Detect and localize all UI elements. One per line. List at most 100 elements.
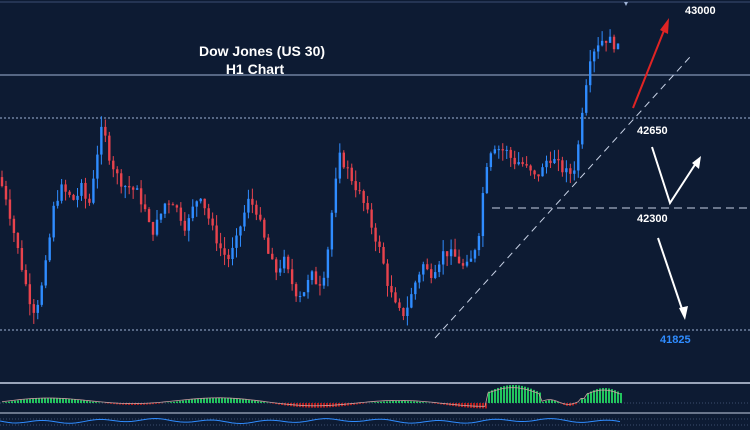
oscillator-bar <box>95 402 97 403</box>
candle-body <box>505 149 508 151</box>
oscillator-bar <box>179 401 181 403</box>
candle-body <box>195 201 198 207</box>
oscillator-bar <box>545 400 547 403</box>
oscillator-bar <box>440 403 442 405</box>
candle-body <box>314 271 318 285</box>
oscillator-bar <box>251 400 253 403</box>
oscillator-bar <box>80 400 82 403</box>
candle-body <box>358 190 361 192</box>
oscillator-bar <box>521 385 523 403</box>
oscillator-bar <box>44 398 46 403</box>
oscillator-bar <box>119 403 121 405</box>
candle-body <box>255 204 258 215</box>
oscillator-bar <box>602 388 604 403</box>
chart-title: Dow Jones (US 30) <box>199 43 325 59</box>
candle-body <box>104 126 107 136</box>
candle-body <box>36 304 39 313</box>
candle-body <box>259 214 262 220</box>
candle-body <box>477 236 481 251</box>
oscillator-bar <box>476 403 478 409</box>
candle-body <box>306 279 310 293</box>
candle-body <box>370 209 373 228</box>
candle-body <box>410 294 413 308</box>
candle-body <box>80 182 83 196</box>
oscillator-bar <box>572 403 574 406</box>
oscillator-bar <box>611 389 613 403</box>
bearish-arrow-head <box>679 306 688 320</box>
candle-body <box>616 43 620 50</box>
oscillator-signal-line <box>1 387 621 407</box>
candle-body <box>346 167 349 169</box>
candle-body <box>48 237 51 261</box>
candle-body <box>541 167 544 177</box>
oscillator-bar <box>407 401 409 403</box>
oscillator-bar <box>125 403 127 405</box>
oscillator-bar <box>146 403 148 405</box>
level-label-41825: 41825 <box>660 334 691 346</box>
oscillator-bar <box>311 403 313 408</box>
oscillator-bar <box>20 399 22 403</box>
oscillator-bar <box>215 397 217 403</box>
oscillator-bar <box>263 402 265 403</box>
oscillator-bar <box>197 398 199 403</box>
candle-body <box>84 182 87 199</box>
candle-body <box>227 254 230 260</box>
oscillator-bar <box>530 388 532 403</box>
candle-body <box>501 149 504 151</box>
oscillator-bar <box>170 402 172 403</box>
candle-body <box>235 235 238 248</box>
oscillator-bar <box>83 400 85 403</box>
oscillator-bar <box>113 403 115 405</box>
candle-body <box>434 272 437 278</box>
candle-body <box>163 203 167 214</box>
bullish-arrow-head <box>660 18 669 34</box>
oscillator-bar <box>5 402 7 403</box>
oscillator-bar <box>605 388 607 403</box>
candle-body <box>151 222 155 235</box>
oscillator-bar <box>500 386 502 403</box>
candle-body <box>0 177 4 186</box>
candle-body <box>203 198 206 209</box>
oscillator-bar <box>401 400 403 403</box>
candle-body <box>485 167 489 194</box>
candle-body <box>437 264 441 273</box>
oscillator-bar <box>482 403 484 409</box>
oscillator-bar <box>617 391 619 403</box>
oscillator-bar <box>560 403 562 404</box>
oscillator-bar <box>152 403 154 405</box>
oscillator-bar <box>536 391 538 403</box>
candle-body <box>64 184 67 192</box>
candle-body <box>8 199 12 219</box>
sub-panel-indicator <box>0 418 621 424</box>
candle-body <box>545 160 548 168</box>
oscillator-bar <box>71 399 73 403</box>
oscillator-bar <box>467 403 469 408</box>
oscillator-bar <box>8 401 10 403</box>
candle-body <box>318 284 322 286</box>
candle-body <box>596 45 600 52</box>
candle-body <box>290 269 294 285</box>
candle-body <box>56 200 59 206</box>
candle-body <box>120 173 123 187</box>
oscillator-bar <box>32 398 34 403</box>
oscillator-bar <box>41 398 43 403</box>
oscillator-bar <box>620 392 622 403</box>
candle-body <box>251 198 254 205</box>
candle-body <box>282 256 286 269</box>
candle-body <box>406 307 409 317</box>
oscillator-bar <box>608 388 610 403</box>
oscillator-bar <box>395 400 397 403</box>
oscillator-bar <box>350 403 352 406</box>
candle-body <box>310 271 314 280</box>
oscillator-bar <box>14 400 16 403</box>
candle-body <box>529 165 532 171</box>
oscillator-bar <box>362 403 364 404</box>
oscillator-bar <box>56 398 58 403</box>
candle-body <box>143 204 147 210</box>
candle-body <box>294 284 298 297</box>
main-panel <box>0 0 750 382</box>
candle-body <box>517 162 520 165</box>
oscillator-bar <box>275 403 277 405</box>
oscillator-bar <box>62 398 64 403</box>
